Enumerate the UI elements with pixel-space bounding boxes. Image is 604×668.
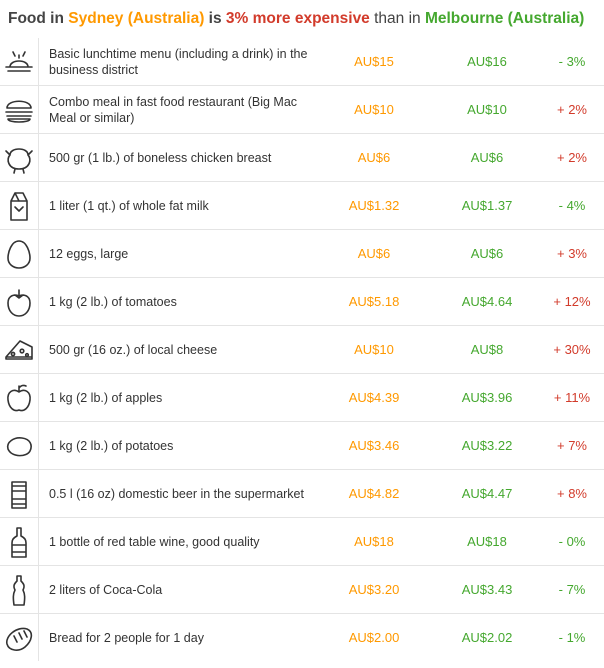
title-city-a[interactable]: Sydney (Australia)	[68, 10, 205, 27]
price-city-a: AU$3.20	[348, 582, 400, 597]
potato-icon	[0, 422, 39, 469]
price-city-a: AU$18	[354, 534, 394, 549]
price-city-b: AU$3.22	[461, 438, 513, 453]
wine-bottle-icon	[0, 518, 39, 565]
burger-icon	[0, 86, 39, 133]
bread-icon	[0, 614, 39, 661]
price-difference: + 7%	[557, 438, 587, 453]
item-name[interactable]: Combo meal in fast food restaurant (Big …	[49, 94, 298, 125]
price-city-b: AU$4.64	[461, 294, 513, 309]
title-is: is	[204, 10, 226, 27]
title-than: than in	[369, 10, 425, 27]
price-table: Basic lunchtime menu (including a drink)…	[0, 38, 604, 661]
price-city-a: AU$15	[354, 54, 394, 69]
price-difference: + 30%	[553, 342, 591, 357]
item-name[interactable]: 500 gr (1 lb.) of boneless chicken breas…	[49, 150, 272, 165]
table-row: 500 gr (16 oz.) of local cheese AU$10 AU$8…	[0, 326, 604, 374]
price-city-a: AU$2.00	[348, 630, 400, 645]
egg-icon	[0, 230, 39, 277]
price-city-b: AU$18	[467, 534, 507, 549]
price-city-b: AU$8	[470, 342, 504, 357]
price-city-b: AU$4.47	[461, 486, 513, 501]
item-name[interactable]: 500 gr (16 oz.) of local cheese	[49, 342, 218, 357]
table-row: 2 liters of Coca-Cola AU$3.20 AU$3.43 - 7%	[0, 566, 604, 614]
price-difference: + 3%	[557, 246, 587, 261]
price-difference: + 2%	[557, 102, 587, 117]
price-city-b: AU$3.96	[461, 390, 513, 405]
price-city-a: AU$10	[354, 102, 394, 117]
item-name[interactable]: 0.5 l (16 oz) domestic beer in the super…	[49, 486, 304, 501]
price-difference: + 2%	[557, 150, 587, 165]
title-prefix: Food in	[8, 10, 69, 27]
price-difference: - 3%	[558, 54, 586, 69]
item-name[interactable]: 1 kg (2 lb.) of apples	[49, 390, 163, 405]
item-name[interactable]: Bread for 2 people for 1 day	[49, 630, 204, 645]
price-city-b: AU$2.02	[461, 630, 513, 645]
price-difference: - 7%	[558, 582, 586, 597]
item-name[interactable]: 1 bottle of red table wine, good quality	[49, 534, 260, 549]
table-row: 12 eggs, large AU$6 AU$6 + 3%	[0, 230, 604, 278]
title-city-b[interactable]: Melbourne (Australia)	[424, 10, 585, 27]
page-title: Food in Sydney (Australia) is 3% more ex…	[0, 0, 604, 38]
cheese-icon	[0, 326, 39, 373]
item-name[interactable]: 1 kg (2 lb.) of tomatoes	[49, 294, 177, 309]
item-name[interactable]: 2 liters of Coca-Cola	[49, 582, 163, 597]
item-name[interactable]: 1 kg (2 lb.) of potatoes	[49, 438, 174, 453]
price-difference: - 0%	[558, 534, 586, 549]
table-row: 1 kg (2 lb.) of potatoes AU$3.46 AU$3.22 + …	[0, 422, 604, 470]
item-name[interactable]: 1 liter (1 qt.) of whole fat milk	[49, 198, 209, 213]
price-city-b: AU$10	[467, 102, 507, 117]
price-city-a: AU$10	[354, 342, 394, 357]
table-row: 1 kg (2 lb.) of apples AU$4.39 AU$3.96 + 11…	[0, 374, 604, 422]
table-row: 1 liter (1 qt.) of whole fat milk AU$1.32…	[0, 182, 604, 230]
table-row: Combo meal in fast food restaurant (Big …	[0, 86, 604, 134]
price-city-b: AU$1.37	[461, 198, 513, 213]
item-name[interactable]: Basic lunchtime menu (including a drink)…	[49, 46, 308, 77]
price-difference: + 8%	[557, 486, 587, 501]
price-city-b: AU$6	[470, 246, 504, 261]
milk-carton-icon	[0, 182, 39, 229]
price-city-b: AU$6	[470, 150, 504, 165]
price-city-b: AU$3.43	[461, 582, 513, 597]
price-difference: - 4%	[558, 198, 586, 213]
table-row: Basic lunchtime menu (including a drink)…	[0, 38, 604, 86]
price-city-a: AU$6	[357, 150, 391, 165]
price-city-a: AU$6	[357, 246, 391, 261]
price-city-b: AU$16	[467, 54, 507, 69]
price-city-a: AU$4.39	[348, 390, 400, 405]
table-row: Bread for 2 people for 1 day AU$2.00 AU$2.…	[0, 614, 604, 661]
cola-bottle-icon	[0, 566, 39, 613]
price-difference: + 12%	[553, 294, 591, 309]
beer-can-icon	[0, 470, 39, 517]
table-row: 0.5 l (16 oz) domestic beer in the super…	[0, 470, 604, 518]
price-difference: + 11%	[553, 390, 591, 405]
item-name[interactable]: 12 eggs, large	[49, 246, 129, 261]
table-row: 1 kg (2 lb.) of tomatoes AU$5.18 AU$4.64 + …	[0, 278, 604, 326]
lunch-plate-icon	[0, 38, 39, 85]
title-percent: 3% more expensive	[225, 10, 370, 27]
price-difference: - 1%	[558, 630, 586, 645]
apple-icon	[0, 374, 39, 421]
price-city-a: AU$4.82	[348, 486, 400, 501]
chicken-icon	[0, 134, 39, 181]
price-city-a: AU$3.46	[348, 438, 400, 453]
price-city-a: AU$1.32	[348, 198, 400, 213]
tomato-icon	[0, 278, 39, 325]
table-row: 500 gr (1 lb.) of boneless chicken breas…	[0, 134, 604, 182]
price-city-a: AU$5.18	[348, 294, 400, 309]
table-row: 1 bottle of red table wine, good quality…	[0, 518, 604, 566]
